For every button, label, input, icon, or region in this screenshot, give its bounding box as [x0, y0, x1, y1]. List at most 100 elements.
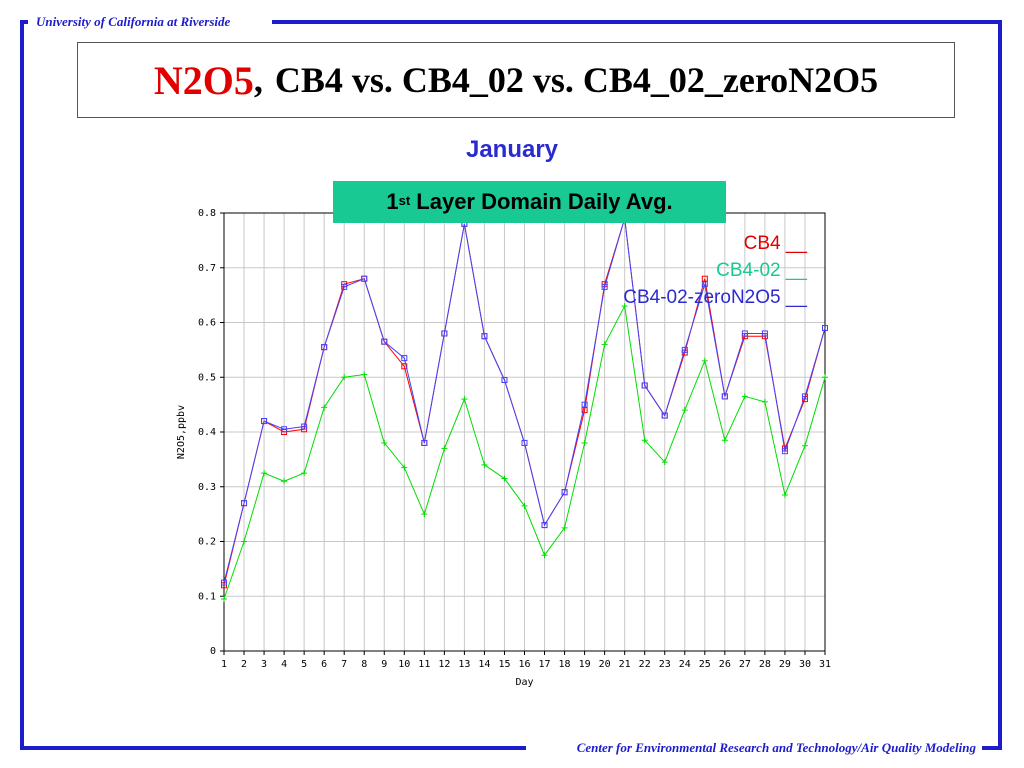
data-point-cb4-02-zeron2o5	[681, 346, 688, 353]
data-point-cb4-02	[822, 374, 828, 381]
x-tick-label: 3	[261, 659, 267, 670]
x-tick-label: 14	[478, 659, 490, 670]
x-axis-title: Day	[515, 677, 533, 688]
data-point-cb4-02-zeron2o5	[241, 500, 248, 507]
chart-legend: CB4 __ CB4-02 __ CB4-02-zeroN2O5 __	[623, 230, 807, 311]
data-point-cb4-02	[341, 374, 348, 381]
data-point-cb4-02-zeron2o5	[601, 283, 608, 290]
frame-right-border	[998, 20, 1002, 750]
x-tick-label: 6	[321, 659, 327, 670]
x-tick-label: 10	[398, 659, 410, 670]
data-point-cb4-02	[241, 538, 248, 545]
data-point-cb4-02-zeron2o5	[721, 393, 728, 400]
x-tick-label: 13	[458, 659, 470, 670]
data-point-cb4-02	[661, 459, 668, 466]
data-point-cb4-02	[621, 303, 628, 310]
data-point-cb4-02	[801, 442, 808, 449]
data-point-cb4-02	[281, 478, 288, 485]
y-tick-label: 0.3	[198, 482, 216, 493]
x-tick-label: 11	[418, 659, 430, 670]
x-tick-label: 17	[539, 659, 551, 670]
x-tick-label: 29	[779, 659, 791, 670]
y-tick-label: 0.5	[198, 372, 216, 383]
y-tick-label: 0.8	[198, 208, 216, 219]
data-point-cb4-02	[561, 524, 568, 531]
data-point-cb4-02-zeron2o5	[481, 333, 488, 340]
x-tick-label: 8	[361, 659, 367, 670]
y-tick-label: 0.6	[198, 318, 216, 329]
x-tick-label: 16	[518, 659, 530, 670]
x-tick-label: 9	[381, 659, 387, 670]
data-point-cb4-02-zeron2o5	[521, 439, 528, 446]
data-point-cb4-02-zeron2o5	[401, 355, 408, 362]
y-tick-label: 0	[210, 646, 216, 657]
data-point-cb4-02-zeron2o5	[221, 579, 227, 586]
title-separator: ,	[253, 60, 263, 100]
data-point-cb4-02-zeron2o5	[441, 330, 448, 337]
data-point-cb4-02	[481, 461, 488, 468]
data-point-cb4-02	[741, 393, 748, 400]
data-point-cb4-02	[461, 396, 468, 403]
legend-entry-cb4: CB4 __	[743, 233, 807, 254]
data-point-cb4-02	[361, 371, 368, 378]
data-point-cb4-02-zeron2o5	[421, 439, 428, 446]
x-tick-label: 20	[599, 659, 611, 670]
data-point-cb4-02	[721, 437, 728, 444]
x-tick-label: 25	[699, 659, 711, 670]
x-tick-label: 26	[719, 659, 731, 670]
data-point-cb4-02-zeron2o5	[822, 324, 828, 331]
x-tick-label: 22	[639, 659, 651, 670]
x-tick-label: 28	[759, 659, 771, 670]
frame-bottom-border-left	[20, 746, 526, 750]
data-point-cb4-02-zeron2o5	[281, 426, 288, 433]
data-point-cb4-02-zeron2o5	[761, 330, 768, 337]
banner-ordinal: 1	[386, 189, 399, 214]
data-point-cb4-02-zeron2o5	[361, 275, 368, 282]
banner-text: Layer Domain Daily Avg.	[410, 189, 673, 214]
x-tick-label: 23	[659, 659, 671, 670]
data-point-cb4-02-zeron2o5	[261, 418, 268, 425]
y-tick-label: 0.7	[198, 263, 216, 274]
data-point-cb4-02-zeron2o5	[781, 448, 788, 455]
center-footer: Center for Environmental Research and Te…	[576, 740, 976, 755]
frame-left-border	[20, 20, 24, 750]
data-point-cb4-02	[521, 502, 528, 509]
data-point-cb4-02	[541, 552, 548, 559]
data-point-cb4-02-zeron2o5	[321, 344, 328, 351]
x-tick-label: 24	[679, 659, 691, 670]
x-tick-label: 27	[739, 659, 751, 670]
x-tick-label: 2	[241, 659, 247, 670]
y-tick-label: 0.1	[198, 591, 216, 602]
legend-entry-cb4-02: CB4-02 __	[716, 260, 807, 281]
y-tick-label: 0.2	[198, 537, 216, 548]
data-point-cb4-02-zeron2o5	[581, 401, 588, 408]
legend-entry-cb4-02-zeron2o5: CB4-02-zeroN2O5 __	[623, 287, 807, 308]
x-tick-label: 4	[281, 659, 287, 670]
series-line-cb4-02-zeron2o5	[223, 218, 826, 583]
data-point-cb4-02-zeron2o5	[701, 281, 708, 288]
banner-ordinal-suffix: st	[398, 192, 411, 208]
data-point-cb4-02-zeron2o5	[641, 382, 648, 389]
data-point-cb4-02	[781, 491, 788, 498]
data-point-cb4	[401, 363, 408, 370]
data-point-cb4-02-zeron2o5	[561, 489, 568, 496]
x-tick-label: 19	[579, 659, 591, 670]
x-tick-label: 31	[819, 659, 831, 670]
month-subtitle: January	[465, 136, 559, 163]
x-tick-label: 5	[301, 659, 307, 670]
data-point-cb4-02	[401, 464, 408, 471]
frame-top-border-left	[20, 20, 28, 24]
data-point-cb4-02-zeron2o5	[741, 330, 748, 337]
data-point-cb4-02-zeron2o5	[301, 423, 308, 430]
frame-bottom-border-right	[982, 746, 1002, 750]
data-point-cb4-02	[581, 439, 588, 446]
x-tick-label: 30	[799, 659, 811, 670]
data-point-cb4-02-zeron2o5	[501, 376, 508, 383]
x-tick-label: 7	[341, 659, 347, 670]
data-point-cb4-02	[601, 341, 608, 348]
data-point-cb4-02-zeron2o5	[341, 283, 348, 290]
frame-top-border-right	[272, 20, 1002, 24]
data-point-cb4-02	[761, 398, 768, 405]
